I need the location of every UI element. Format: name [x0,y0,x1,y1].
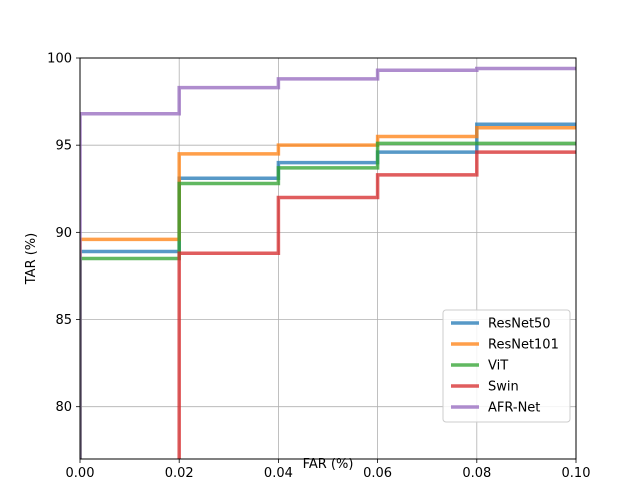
x-tick-label: 0.10 [562,466,591,480]
y-tick-label: 80 [55,400,72,415]
legend: ResNet50 ResNet101 ViT Swin AFR-Net [442,309,571,423]
x-tick-label: 0.02 [165,466,194,480]
axes-frame [79,57,577,460]
legend-label: Swin [488,380,519,395]
x-tick-label: 0.06 [363,466,392,480]
y-axis-label: TAR (%) [24,233,39,286]
legend-label: ViT [488,359,508,374]
x-tick-label: 0.00 [66,466,95,480]
legend-items: ResNet50 ResNet101 ViT Swin AFR-Net [451,317,559,416]
y-tick-label: 95 [55,139,72,154]
x-tick-label: 0.08 [462,466,491,480]
legend-label: ResNet50 [488,317,551,332]
legend-label: AFR-Net [488,401,540,416]
x-tick-label: 0.04 [264,466,293,480]
series-line-afr-net [80,66,576,459]
series-line-vit [80,141,576,459]
x-axis-label: FAR (%) [303,457,354,472]
legend-label: ResNet101 [488,338,559,353]
y-tick-label: 100 [47,52,72,67]
series-line-swin [177,150,576,459]
series-line-resnet101 [80,125,576,459]
y-tick-label: 90 [55,226,72,241]
x-ticks: 0.00 0.02 0.04 0.06 0.08 0.10 [66,459,591,480]
legend-frame [442,309,571,423]
y-ticks: 80 85 90 95 100 [47,52,80,415]
y-tick-label: 85 [55,313,72,328]
series-layer [80,66,576,459]
